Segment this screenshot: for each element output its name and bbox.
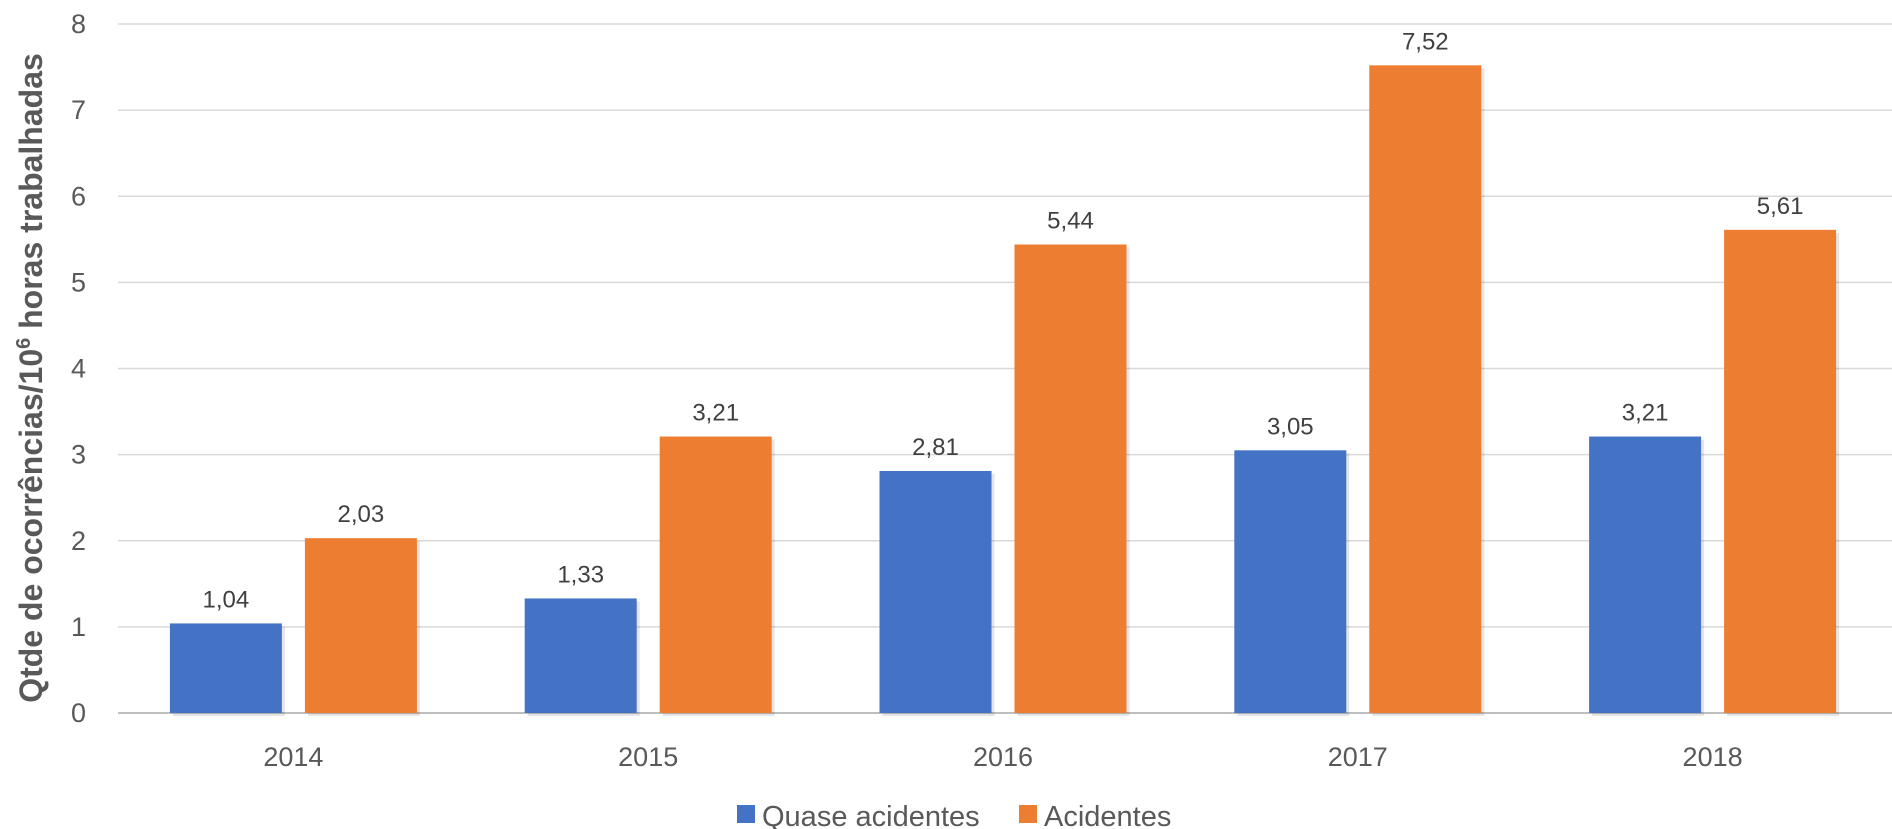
- bar-quase-acidentes: [1234, 450, 1347, 713]
- bar-acidentes: [1369, 65, 1482, 714]
- bar-acidentes: [1724, 229, 1837, 713]
- data-label: 3,21: [1622, 400, 1669, 427]
- data-label: 1,04: [203, 586, 250, 613]
- x-tick-label: 2014: [263, 742, 323, 772]
- data-label: 3,05: [1267, 413, 1314, 440]
- legend-label: Acidentes: [1044, 801, 1171, 829]
- y-tick-label: 3: [71, 440, 86, 470]
- y-tick-label: 7: [71, 95, 86, 125]
- data-labels: 1,04 2,03 1,33 3,21 2,81 5,44 3,05 7,52 3,21 5,61: [203, 28, 1804, 613]
- y-tick-label: 5: [71, 267, 86, 297]
- legend: Quase acidentes Acidentes: [737, 801, 1171, 829]
- x-tick-label: 2018: [1683, 742, 1743, 772]
- bar-quase-acidentes: [879, 470, 992, 713]
- data-label: 2,81: [912, 434, 959, 461]
- bar-acidentes: [1014, 244, 1127, 714]
- y-axis-title: Qtde de ocorrências/106 horas trabalhada…: [13, 53, 49, 703]
- y-tick-label: 6: [71, 181, 86, 211]
- legend-swatch: [1019, 805, 1037, 823]
- bar-quase-acidentes: [1589, 436, 1702, 713]
- x-axis-ticks: 2014 2015 2016 2017 2018: [263, 742, 1742, 772]
- legend-swatch: [737, 805, 755, 823]
- bar-acidentes: [304, 538, 417, 713]
- bars: [169, 65, 1840, 717]
- y-tick-label: 2: [71, 526, 86, 556]
- data-label: 3,21: [692, 400, 739, 427]
- bar-quase-acidentes: [169, 623, 282, 713]
- data-label: 5,44: [1047, 207, 1094, 234]
- bar-quase-acidentes: [524, 598, 637, 713]
- y-tick-label: 0: [71, 698, 86, 728]
- data-label: 5,61: [1757, 193, 1804, 220]
- y-tick-label: 4: [71, 354, 86, 384]
- y-axis-ticks: 0 1 2 3 4 5 6 7 8: [71, 9, 86, 728]
- y-tick-label: 1: [71, 612, 86, 642]
- bar-acidentes: [659, 436, 772, 713]
- x-tick-label: 2016: [973, 742, 1033, 772]
- x-tick-label: 2017: [1328, 742, 1388, 772]
- data-label: 1,33: [557, 561, 604, 588]
- legend-label: Quase acidentes: [762, 801, 980, 829]
- y-tick-label: 8: [71, 9, 86, 39]
- x-tick-label: 2015: [618, 742, 678, 772]
- data-label: 2,03: [338, 501, 385, 528]
- data-label: 7,52: [1402, 28, 1449, 55]
